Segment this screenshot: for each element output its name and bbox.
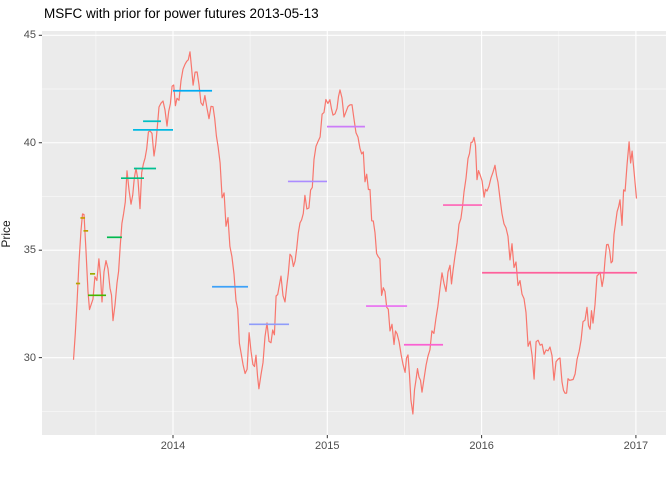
x-tick-label: 2017 (623, 440, 649, 452)
axis-tick-marks (38, 34, 637, 439)
prior-segments (75, 89, 637, 346)
grid-major (42, 31, 666, 435)
y-tick-label: 45 (23, 29, 36, 42)
plot-panel (42, 31, 666, 435)
x-tick-label: 2016 (469, 440, 494, 452)
y-tick-label: 30 (23, 351, 36, 364)
y-tick-label: 35 (23, 244, 36, 257)
price-line (72, 51, 638, 415)
chart-title: MSFC with prior for power futures 2013-0… (44, 6, 319, 21)
x-tick-label: 2015 (315, 440, 340, 452)
y-tick-label: 40 (23, 136, 36, 149)
x-tick-label: 2014 (160, 440, 186, 452)
